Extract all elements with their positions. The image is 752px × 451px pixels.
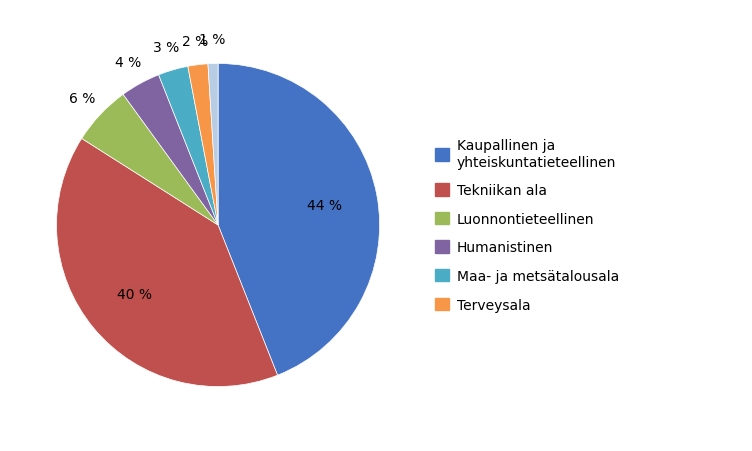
Text: 40 %: 40 % [117, 287, 152, 301]
Wedge shape [82, 95, 218, 226]
Wedge shape [123, 76, 218, 225]
Text: 4 %: 4 % [116, 56, 141, 70]
Wedge shape [218, 64, 380, 375]
Text: 3 %: 3 % [153, 41, 180, 55]
Wedge shape [56, 139, 277, 387]
Legend: Kaupallinen ja
yhteiskuntatieteellinen, Tekniikan ala, Luonnontieteellinen, Huma: Kaupallinen ja yhteiskuntatieteellinen, … [435, 139, 619, 312]
Text: 1 %: 1 % [199, 33, 226, 47]
Wedge shape [188, 64, 218, 226]
Wedge shape [159, 67, 218, 226]
Text: 44 %: 44 % [307, 198, 342, 212]
Wedge shape [208, 64, 218, 226]
Text: 2 %: 2 % [182, 35, 208, 49]
Text: 6 %: 6 % [69, 92, 96, 106]
